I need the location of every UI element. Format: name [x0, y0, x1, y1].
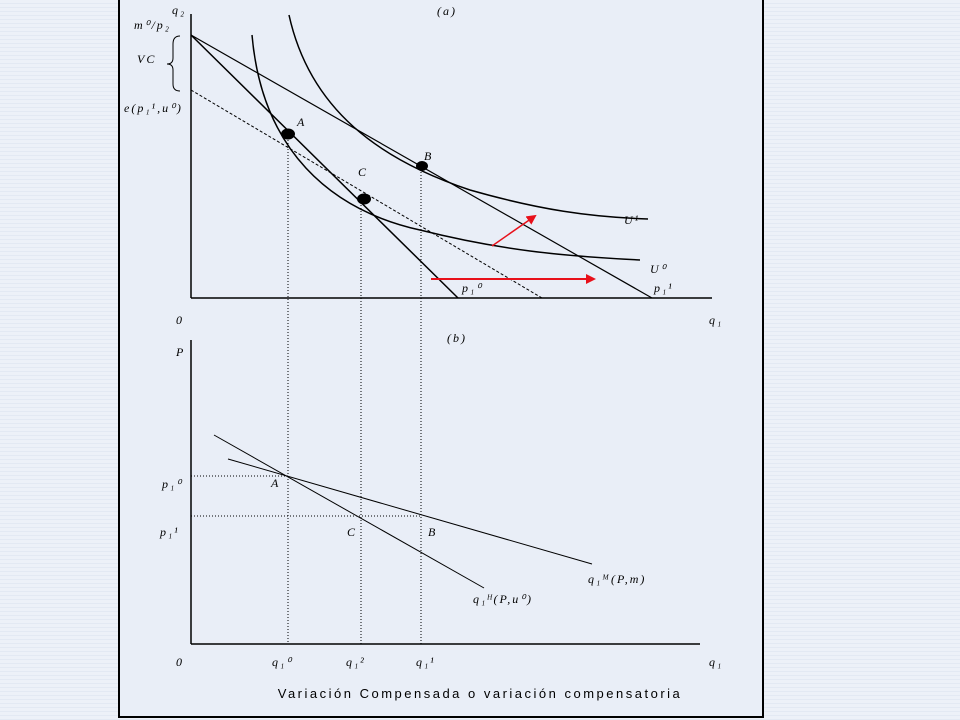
slide-panel: [118, 0, 764, 718]
panel-a: (a) q₂ m⁰/p₂ VC e(p₁¹,u⁰) A B C U¹ U⁰ p₁…: [124, 3, 723, 644]
expenditure-label: e(p₁¹,u⁰): [124, 101, 183, 115]
point-b-label: B: [424, 149, 433, 163]
point-a-marker: [281, 128, 295, 140]
panel-a-title: (a): [437, 4, 457, 18]
point-c-label: C: [358, 165, 368, 179]
m-over-p2-label: m⁰/p₂: [134, 18, 171, 32]
point-b-marker: [416, 161, 428, 171]
hicksian-label: q₁ᴴ(P,u⁰): [473, 592, 533, 606]
hicksian-demand: [213, 434, 485, 589]
panel-b-title: (b): [447, 331, 467, 345]
a-y-axis-label: q₂: [172, 3, 186, 17]
a-x-axis-label: q₁: [709, 313, 723, 327]
budget-p11-label: p₁¹: [653, 281, 674, 295]
point-a-label: A: [296, 115, 306, 129]
u1-label: U¹: [624, 213, 640, 227]
b-point-c-label: C: [347, 525, 357, 539]
panel-b: (b) P p₁⁰ p₁¹ A C B q₁ᴹ(P,m) q₁ᴴ(P,u⁰) 0…: [159, 331, 723, 669]
u0-label: U⁰: [650, 262, 668, 276]
indifference-curve-u1: [288, 14, 649, 220]
q12-label: q₁²: [346, 655, 366, 669]
compensated-budget-line: [190, 89, 543, 299]
marshallian-demand: [227, 458, 593, 565]
p11-label: p₁¹: [159, 525, 180, 539]
b-point-a-label: A: [270, 476, 280, 490]
b-point-b-label: B: [428, 525, 437, 539]
marshallian-label: q₁ᴹ(P,m): [588, 572, 646, 586]
arrow-shift-up: [491, 214, 537, 247]
q10-label: q₁⁰: [272, 655, 293, 669]
a-origin: 0: [176, 313, 184, 327]
budget-line-p10: [190, 34, 459, 299]
b-y-axis-label: P: [175, 345, 185, 359]
point-c-marker: [357, 193, 371, 205]
p10-label: p₁⁰: [161, 477, 183, 491]
vc-label: VC: [137, 52, 156, 66]
b-origin: 0: [176, 655, 184, 669]
b-x-axis-label: q₁: [709, 655, 723, 669]
indifference-curve-u0: [251, 34, 641, 261]
vc-brace: [166, 35, 181, 92]
q11-label: q₁¹: [416, 655, 436, 669]
slide-caption: Variación Compensada o variación compens…: [277, 686, 683, 701]
budget-p10-label: p₁⁰: [461, 281, 483, 295]
